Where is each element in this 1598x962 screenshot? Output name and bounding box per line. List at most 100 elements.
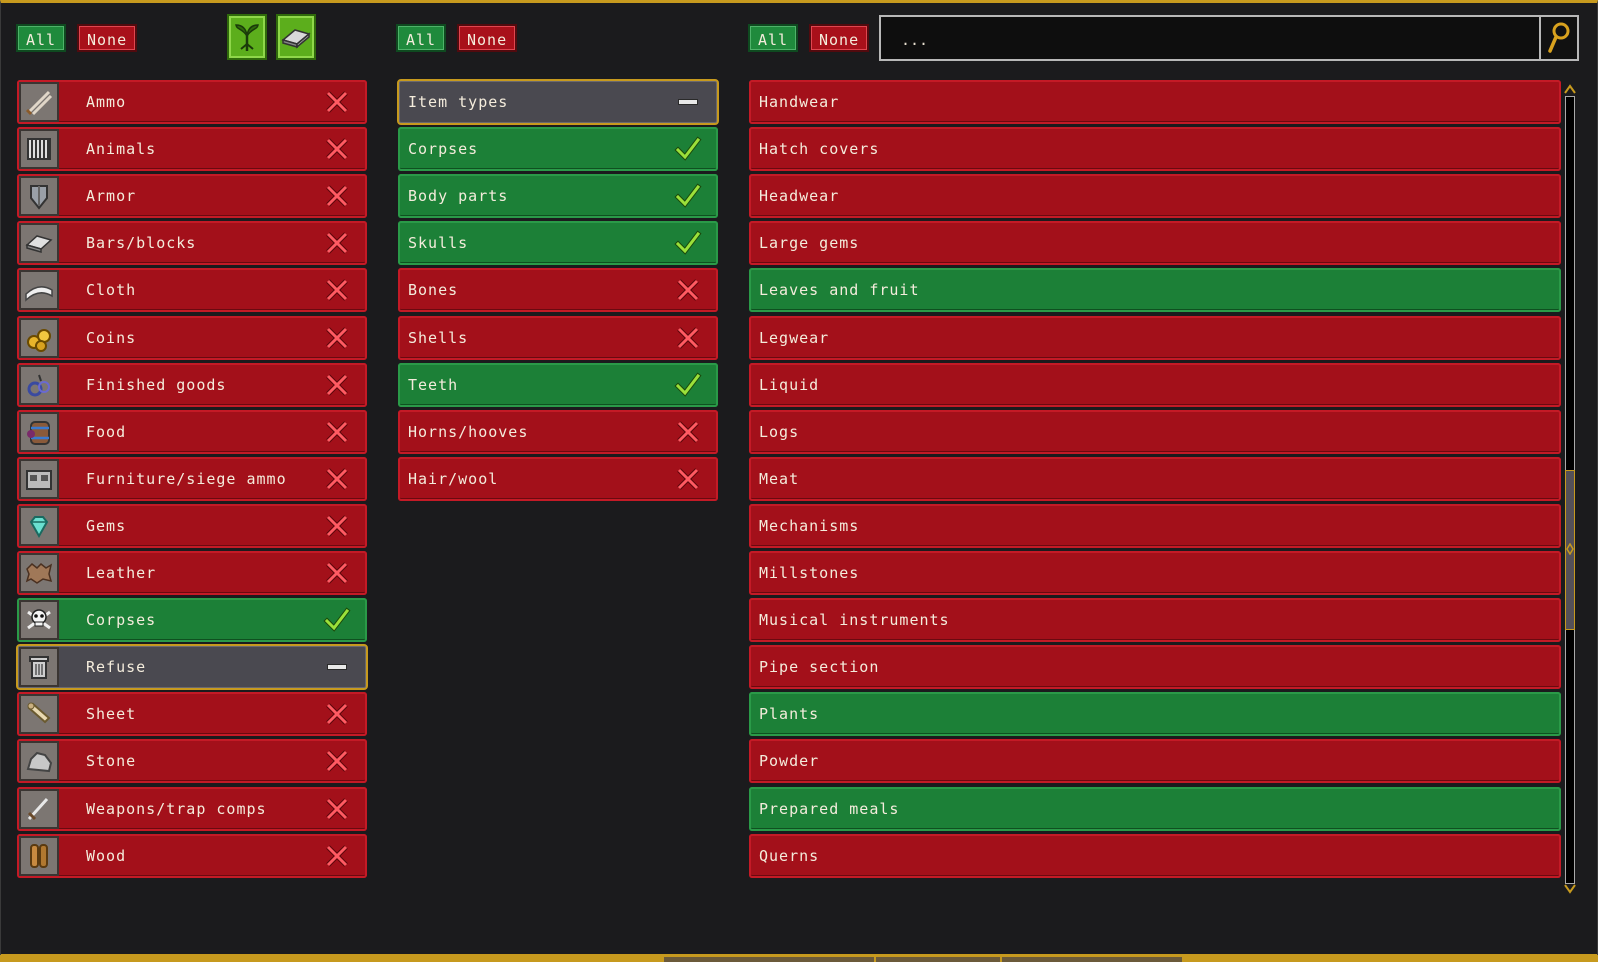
item-subtype-row[interactable]: Querns <box>749 834 1561 878</box>
state-toggle[interactable] <box>323 747 351 775</box>
item-type-row[interactable]: Hair/wool <box>398 457 718 501</box>
state-toggle[interactable] <box>674 88 702 116</box>
x-mark-icon <box>326 374 348 396</box>
left-all-button[interactable]: All <box>16 24 67 52</box>
item-type-row[interactable]: Skulls <box>398 221 718 265</box>
x-mark-icon <box>326 750 348 772</box>
state-toggle[interactable] <box>323 276 351 304</box>
state-toggle[interactable] <box>323 324 351 352</box>
category-row[interactable]: Refuse <box>16 644 368 690</box>
state-toggle[interactable] <box>674 276 702 304</box>
checkmark-icon <box>323 607 351 632</box>
item-type-row[interactable]: Teeth <box>398 363 718 407</box>
right-none-button[interactable]: None <box>809 24 870 52</box>
state-toggle[interactable] <box>323 182 351 210</box>
category-row[interactable]: Bars/blocks <box>17 221 367 265</box>
x-mark-icon <box>326 845 348 867</box>
item-type-row[interactable]: Item types <box>397 79 719 125</box>
state-toggle[interactable] <box>323 229 351 257</box>
state-toggle[interactable] <box>323 88 351 116</box>
item-subtype-row[interactable]: Liquid <box>749 363 1561 407</box>
category-row[interactable]: Coins <box>17 316 367 360</box>
item-subtype-row[interactable]: Powder <box>749 739 1561 783</box>
item-subtype-row[interactable]: Millstones <box>749 551 1561 595</box>
x-mark-icon <box>326 562 348 584</box>
category-row[interactable]: Sheet <box>17 692 367 736</box>
right-all-button[interactable]: All <box>748 24 799 52</box>
food-barrel-icon <box>19 412 59 452</box>
item-subtype-row[interactable]: Plants <box>749 692 1561 736</box>
state-toggle[interactable] <box>323 700 351 728</box>
state-toggle[interactable] <box>674 371 702 399</box>
category-row[interactable]: Cloth <box>17 268 367 312</box>
coins-icon <box>19 318 59 358</box>
category-row[interactable]: Food <box>17 410 367 454</box>
item-subtype-row[interactable]: Pipe section <box>749 645 1561 689</box>
category-row-label: Furniture/siege ammo <box>86 470 287 488</box>
item-subtype-row[interactable]: Large gems <box>749 221 1561 265</box>
state-toggle[interactable] <box>323 842 351 870</box>
middle-none-button[interactable]: None <box>457 24 518 52</box>
item-subtype-row[interactable]: Prepared meals <box>749 787 1561 831</box>
state-toggle[interactable] <box>323 512 351 540</box>
state-toggle[interactable] <box>674 324 702 352</box>
search-button[interactable] <box>1539 17 1577 59</box>
item-subtype-row-label: Hatch covers <box>759 140 880 158</box>
checkmark-icon <box>674 136 702 161</box>
wood-logs-icon <box>19 836 59 876</box>
category-row[interactable]: Furniture/siege ammo <box>17 457 367 501</box>
category-row[interactable]: Animals <box>17 127 367 171</box>
state-toggle[interactable] <box>674 465 702 493</box>
item-type-row[interactable]: Horns/hooves <box>398 410 718 454</box>
item-subtype-row-label: Leaves and fruit <box>759 281 920 299</box>
scroll-up-arrow-icon[interactable] <box>1564 84 1576 94</box>
category-row-label: Bars/blocks <box>86 234 197 252</box>
category-row[interactable]: Wood <box>17 834 367 878</box>
trash-can-icon <box>19 647 59 687</box>
scroll-down-arrow-icon[interactable] <box>1564 884 1576 894</box>
state-toggle[interactable] <box>323 653 351 681</box>
item-subtype-row[interactable]: Leaves and fruit <box>749 268 1561 312</box>
scrollbar-thumb[interactable] <box>1565 470 1575 630</box>
state-toggle[interactable] <box>323 135 351 163</box>
item-subtype-row[interactable]: Logs <box>749 410 1561 454</box>
category-row[interactable]: Gems <box>17 504 367 548</box>
item-type-row[interactable]: Bones <box>398 268 718 312</box>
metal-bar-filter-button[interactable] <box>276 14 316 60</box>
category-row[interactable]: Armor <box>17 174 367 218</box>
item-type-row[interactable]: Shells <box>398 316 718 360</box>
state-toggle[interactable] <box>323 559 351 587</box>
item-subtype-row[interactable]: Handwear <box>749 80 1561 124</box>
state-toggle[interactable] <box>674 229 702 257</box>
category-row[interactable]: Corpses <box>17 598 367 642</box>
category-row[interactable]: Ammo <box>17 80 367 124</box>
state-toggle[interactable] <box>323 606 351 634</box>
category-row[interactable]: Leather <box>17 551 367 595</box>
state-toggle[interactable] <box>323 371 351 399</box>
x-mark-icon <box>677 327 699 349</box>
state-toggle[interactable] <box>323 795 351 823</box>
middle-all-button[interactable]: All <box>396 24 447 52</box>
state-toggle[interactable] <box>323 418 351 446</box>
search-input[interactable]: ... <box>879 15 1579 61</box>
item-type-row[interactable]: Body parts <box>398 174 718 218</box>
item-type-row-label: Skulls <box>408 234 469 252</box>
item-subtype-row[interactable]: Musical instruments <box>749 598 1561 642</box>
state-toggle[interactable] <box>674 418 702 446</box>
item-subtype-row[interactable]: Hatch covers <box>749 127 1561 171</box>
x-mark-icon <box>326 468 348 490</box>
category-row[interactable]: Stone <box>17 739 367 783</box>
item-subtype-row[interactable]: Mechanisms <box>749 504 1561 548</box>
item-subtype-row[interactable]: Legwear <box>749 316 1561 360</box>
state-toggle[interactable] <box>674 135 702 163</box>
item-subtype-row[interactable]: Meat <box>749 457 1561 501</box>
state-toggle[interactable] <box>674 182 702 210</box>
state-toggle[interactable] <box>323 465 351 493</box>
left-none-button[interactable]: None <box>77 24 138 52</box>
category-row[interactable]: Weapons/trap comps <box>17 787 367 831</box>
item-subtype-row[interactable]: Headwear <box>749 174 1561 218</box>
plant-sprout-filter-button[interactable] <box>227 14 267 60</box>
category-row[interactable]: Finished goods <box>17 363 367 407</box>
right-list-scrollbar[interactable] <box>1563 84 1577 894</box>
item-type-row[interactable]: Corpses <box>398 127 718 171</box>
